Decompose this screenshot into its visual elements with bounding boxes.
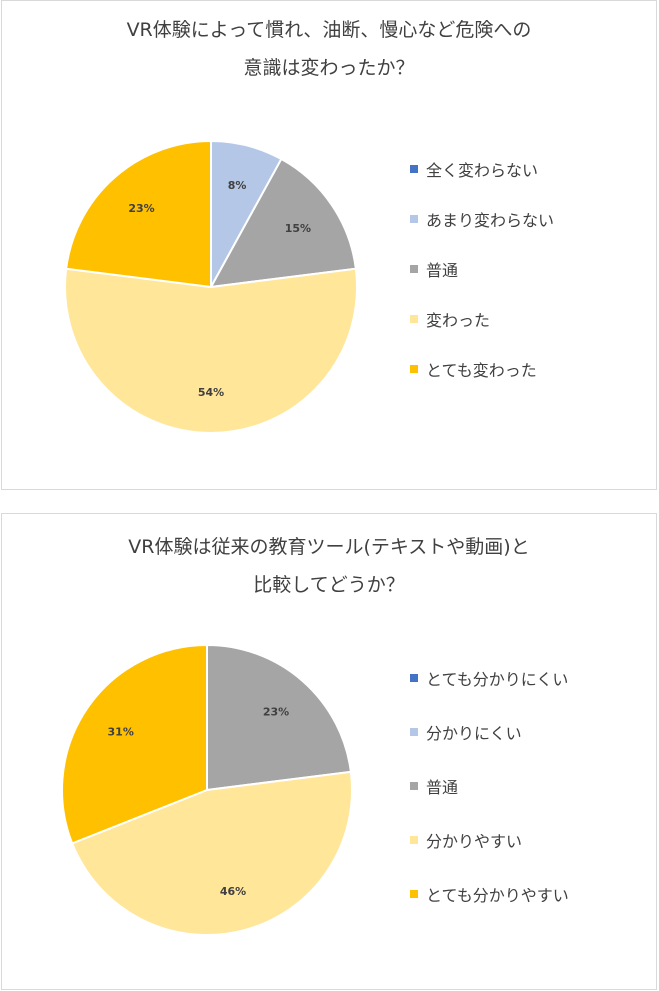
legend-swatch <box>410 265 418 273</box>
legend-label: とても変わった <box>426 361 537 380</box>
data-label: 15% <box>285 222 311 235</box>
legend-swatch <box>410 674 418 682</box>
legend-label: 分かりやすい <box>426 832 523 851</box>
chart-title-1-line-2: 意識は変わったか？ <box>243 57 415 79</box>
chart-title-1: VR体験によって慣れ、油断、慢心など危険への 意識は変わったか？ <box>2 11 656 87</box>
legend-item: 全く変わらない <box>410 157 538 181</box>
pie-slice <box>206 643 352 792</box>
legend-swatch <box>410 890 418 898</box>
legend-label: 普通 <box>426 261 459 280</box>
chart-title-2-line-2: 比較してどうか？ <box>253 574 405 596</box>
legend-label: 変わった <box>426 311 491 330</box>
legend-label: 分かりにくい <box>426 724 522 743</box>
legend-swatch <box>410 836 418 844</box>
data-label: 23% <box>263 706 289 719</box>
legend-item: 分かりにくい <box>410 720 522 744</box>
pie-slice <box>61 643 208 845</box>
legend-swatch <box>410 728 418 736</box>
legend-swatch <box>410 365 418 373</box>
legend-item: 普通 <box>410 257 458 281</box>
pie-slice <box>65 139 212 289</box>
legend-swatch <box>410 315 418 323</box>
legend-item: あまり変わらない <box>410 207 554 231</box>
pie-chart-2: 23% 46% 31% <box>61 643 353 936</box>
pie-slice <box>209 157 357 289</box>
chart-panel-1: VR体験によって慣れ、油断、慢心など危険への 意識は変わったか？ 8% 15% 54… <box>1 0 657 490</box>
legend-label: 全く変わらない <box>426 161 539 180</box>
data-label: 31% <box>108 725 134 738</box>
chart-title-2-line-1: VR体験は従来の教育ツール(テキストや動画)と <box>128 536 530 558</box>
pie-slice <box>70 770 353 936</box>
legend-label: とても分かりにくい <box>426 670 569 689</box>
legend-item: とても変わった <box>410 357 537 381</box>
legend-item: 分かりやすい <box>410 828 522 852</box>
data-label: 23% <box>128 202 154 215</box>
legend-swatch <box>410 165 418 173</box>
legend-item: とても分かりやすい <box>410 882 569 906</box>
chart-panel-2: VR体験は従来の教育ツール(テキストや動画)と 比較してどうか？ 23% 46% 3… <box>1 513 657 990</box>
legend-label: あまり変わらない <box>426 211 555 230</box>
legend-item: とても分かりにくい <box>410 666 568 690</box>
legend-swatch <box>410 215 418 223</box>
legend-label: 普通 <box>426 778 459 797</box>
legend-item: 普通 <box>410 774 458 798</box>
legend-label: とても分かりやすい <box>426 886 569 905</box>
chart-title-1-line-1: VR体験によって慣れ、油断、慢心など危険への <box>126 19 532 41</box>
legend-item: 変わった <box>410 307 490 331</box>
data-label: 46% <box>220 885 246 898</box>
data-label: 54% <box>198 386 224 399</box>
legend-swatch <box>410 782 418 790</box>
pie-chart-1: 8% 15% 54% 23% <box>64 139 358 434</box>
chart-title-2: VR体験は従来の教育ツール(テキストや動画)と 比較してどうか？ <box>2 528 656 604</box>
pie-slice <box>64 267 358 434</box>
data-label: 8% <box>228 179 247 192</box>
